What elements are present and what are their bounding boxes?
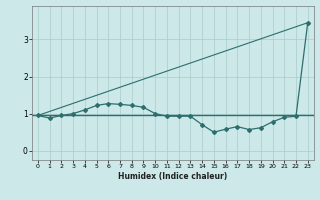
X-axis label: Humidex (Indice chaleur): Humidex (Indice chaleur) xyxy=(118,172,228,181)
